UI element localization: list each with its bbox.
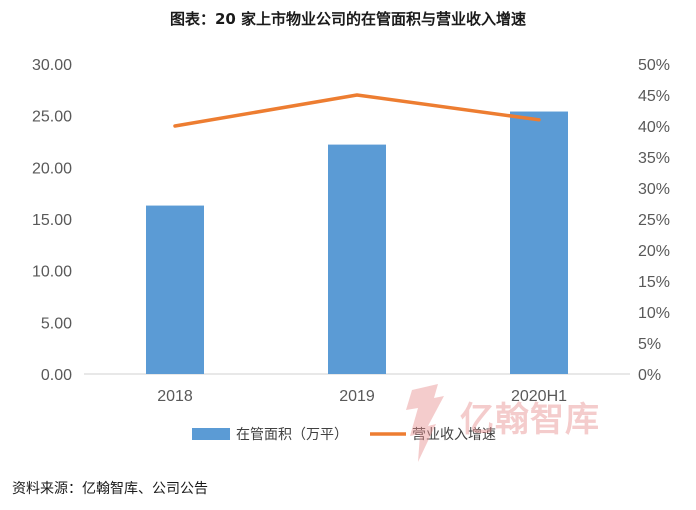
right-axis-ticks: 0% 5% 10% 15% 20% 25% 30% 35% 40% 45% 50% xyxy=(638,57,670,384)
left-tick-label: 5.00 xyxy=(41,315,72,332)
right-tick-label: 5% xyxy=(638,336,661,353)
left-tick-label: 20.00 xyxy=(32,160,72,177)
bar-2018 xyxy=(146,205,204,374)
right-tick-label: 45% xyxy=(638,88,670,105)
growth-line xyxy=(173,93,541,128)
left-tick-label: 0.00 xyxy=(41,367,72,384)
x-tick-label: 2019 xyxy=(339,388,375,405)
right-tick-label: 35% xyxy=(638,150,670,167)
right-tick-label: 10% xyxy=(638,305,670,322)
right-tick-label: 50% xyxy=(638,57,670,74)
left-tick-label: 15.00 xyxy=(32,212,72,229)
right-tick-label: 25% xyxy=(638,212,670,229)
x-tick-label: 2020H1 xyxy=(511,388,567,405)
bar-2019 xyxy=(328,144,386,374)
left-tick-label: 30.00 xyxy=(32,57,72,74)
line-point-2019 xyxy=(356,94,358,96)
x-tick-label: 2018 xyxy=(157,388,193,405)
right-tick-label: 15% xyxy=(638,274,670,291)
x-axis-ticks: 2018 2019 2020H1 xyxy=(157,388,567,405)
legend: 在管面积（万平） 营业收入增速 xyxy=(192,427,496,443)
bar-2020H1 xyxy=(510,111,568,375)
source-note: 资料来源：亿翰智库、公司公告 xyxy=(12,481,208,497)
right-tick-label: 30% xyxy=(638,181,670,198)
right-tick-label: 40% xyxy=(638,119,670,136)
legend-swatch-bar xyxy=(192,428,230,440)
chart-title: 图表：20 家上市物业公司的在管面积与营业收入增速 xyxy=(169,10,527,28)
line-point-2018 xyxy=(174,125,176,127)
legend-label-bar: 在管面积（万平） xyxy=(236,427,348,443)
left-axis-ticks: 0.00 5.00 10.00 15.00 20.00 25.00 30.00 xyxy=(32,57,72,384)
bar-series xyxy=(146,111,568,375)
line-point-2020H1 xyxy=(538,119,540,121)
right-tick-label: 0% xyxy=(638,367,661,384)
left-tick-label: 10.00 xyxy=(32,264,72,281)
left-tick-label: 25.00 xyxy=(32,109,72,126)
legend-label-line: 营业收入增速 xyxy=(412,427,496,443)
right-tick-label: 20% xyxy=(638,243,670,260)
line-series xyxy=(173,93,541,128)
